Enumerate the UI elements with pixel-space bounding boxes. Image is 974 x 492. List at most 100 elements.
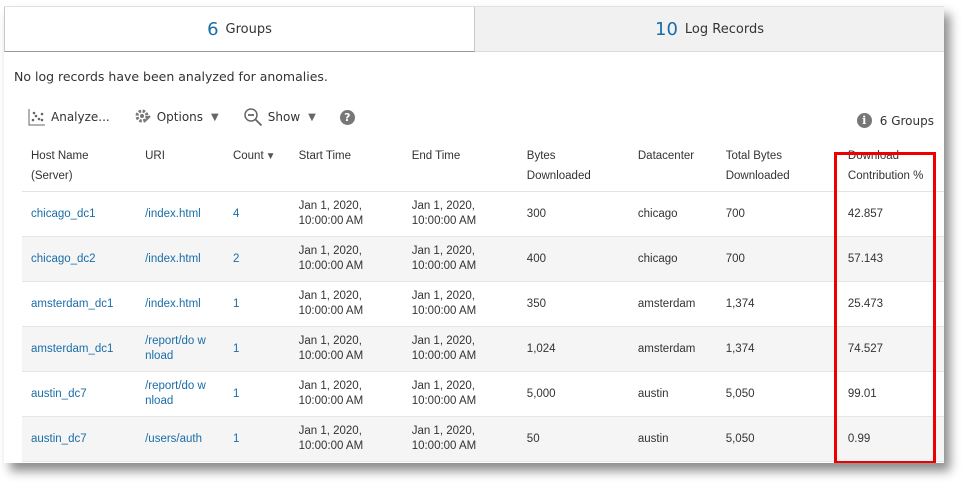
table-cell: 1 xyxy=(223,326,290,372)
column-header[interactable]: Download Contribution % xyxy=(838,146,944,192)
host-link[interactable]: amsterdam_dc1 xyxy=(31,342,114,355)
log-records-count: 10 xyxy=(655,18,678,40)
table-cell: chicago_dc1 xyxy=(22,191,137,237)
zoom-out-icon xyxy=(244,108,262,127)
end-date: Jan 1, 2020, xyxy=(411,245,475,257)
table-row[interactable]: austin_dc7/report/do wnload 1 Jan 1, 2020,… xyxy=(22,371,944,417)
column-header[interactable]: URI xyxy=(136,146,224,192)
table-cell: /report/do wnload xyxy=(136,371,224,417)
host-link[interactable]: austin_dc7 xyxy=(31,387,87,400)
start-date: Jan 1, 2020, xyxy=(298,380,362,392)
bytes-downloaded: 400 xyxy=(526,252,546,265)
table-cell: 700 xyxy=(716,236,839,282)
analyze-button[interactable]: Analyze... xyxy=(28,108,110,126)
table-cell: amsterdam_dc1 xyxy=(22,281,137,327)
total-bytes: 700 xyxy=(725,252,745,265)
count-link[interactable]: 2 xyxy=(232,252,240,265)
table-cell: Jan 1, 2020, 10:00:00 AM xyxy=(402,416,518,462)
download-contribution: 57.143 xyxy=(847,252,884,265)
table-row[interactable]: amsterdam_dc1/report/do wnload 1 Jan 1, 20… xyxy=(22,326,944,372)
uri-link[interactable]: /index.html xyxy=(145,207,201,220)
show-button[interactable]: Show ▼ xyxy=(243,107,316,127)
column-header[interactable]: Datacenter xyxy=(628,146,717,192)
total-bytes: 700 xyxy=(725,207,745,220)
table-cell: 1 xyxy=(223,281,290,327)
column-header-label: URI xyxy=(145,150,165,162)
table-cell: 1,024 xyxy=(517,326,629,372)
column-header-label: Contribution % xyxy=(847,170,924,182)
column-header[interactable]: Total Bytes Downloaded xyxy=(716,146,839,192)
end-time: 10:00:00 AM xyxy=(411,350,477,362)
table-cell: Jan 1, 2020, 10:00:00 AM xyxy=(289,236,403,282)
uri-link[interactable]: /users/auth xyxy=(145,432,203,445)
table-cell: 2 xyxy=(223,236,290,282)
column-header[interactable]: Bytes Downloaded xyxy=(517,146,629,192)
start-time: 10:00:00 AM xyxy=(298,260,364,272)
end-time: 10:00:00 AM xyxy=(411,305,477,317)
end-date: Jan 1, 2020, xyxy=(411,380,475,392)
info-icon: i xyxy=(856,113,872,128)
table-cell: chicago xyxy=(628,236,717,282)
help-button[interactable]: ? xyxy=(339,109,363,125)
column-header[interactable]: End Time xyxy=(402,146,518,192)
table-row[interactable]: austin_dc7/users/auth 1 Jan 1, 2020, 10:00:… xyxy=(22,416,944,462)
column-header-label: End Time xyxy=(411,150,461,162)
column-header-label: Count xyxy=(232,150,264,162)
bytes-downloaded: 300 xyxy=(526,207,546,220)
uri-link[interactable]: /index.html xyxy=(145,252,201,265)
tab-groups[interactable]: 6 Groups xyxy=(4,7,475,52)
count-link[interactable]: 1 xyxy=(232,297,240,310)
start-time: 10:00:00 AM xyxy=(298,440,364,452)
table-row[interactable]: amsterdam_dc1/index.html 1 Jan 1, 2020, 10:… xyxy=(22,281,944,327)
host-link[interactable]: amsterdam_dc1 xyxy=(31,297,114,310)
column-header[interactable]: Start Time xyxy=(289,146,403,192)
sort-descending-icon[interactable]: ▼ xyxy=(265,151,276,162)
bytes-downloaded: 50 xyxy=(526,432,540,445)
start-time: 10:00:00 AM xyxy=(298,395,364,407)
column-header[interactable]: Count ▼ xyxy=(223,146,290,192)
table-cell: 99.01 xyxy=(838,371,944,417)
toolbar: Analyze... Options ▼ Show ▼ ? xyxy=(28,107,387,127)
options-button[interactable]: Options ▼ xyxy=(134,108,219,126)
column-header-label: Start Time xyxy=(298,150,351,162)
download-contribution: 74.527 xyxy=(847,342,884,355)
table-cell: 350 xyxy=(517,281,629,327)
column-header-label: Download xyxy=(847,150,900,162)
table-cell: 5,050 xyxy=(716,371,839,417)
end-time: 10:00:00 AM xyxy=(411,395,477,407)
start-time: 10:00:00 AM xyxy=(298,350,364,362)
table-cell: /index.html xyxy=(136,236,224,282)
datacenter: chicago xyxy=(637,207,678,220)
gear-icon xyxy=(135,109,151,123)
table-row[interactable]: chicago_dc2/index.html 2 Jan 1, 2020, 10:00… xyxy=(22,236,944,282)
groups-count: 6 xyxy=(207,18,219,40)
host-link[interactable]: chicago_dc2 xyxy=(31,252,96,265)
datacenter: chicago xyxy=(637,252,678,265)
column-header-label: Total Bytes xyxy=(725,150,782,162)
download-contribution: 42.857 xyxy=(847,207,884,220)
uri-link[interactable]: /report/do wnload xyxy=(145,335,206,362)
count-link[interactable]: 1 xyxy=(232,387,240,400)
table-cell: 5,050 xyxy=(716,416,839,462)
uri-link[interactable]: /report/do wnload xyxy=(145,380,206,407)
table-cell: 1 xyxy=(223,371,290,417)
total-bytes: 5,050 xyxy=(725,387,755,400)
table-cell: 25.473 xyxy=(838,281,944,327)
tab-label: Log Records xyxy=(684,21,764,37)
column-header[interactable]: Host Name (Server) xyxy=(22,146,137,192)
count-link[interactable]: 4 xyxy=(232,207,240,220)
table-cell: Jan 1, 2020, 10:00:00 AM xyxy=(402,191,518,237)
options-label: Options xyxy=(156,110,204,124)
count-link[interactable]: 1 xyxy=(232,342,240,355)
chevron-down-icon: ▼ xyxy=(308,111,316,123)
table-cell: austin xyxy=(628,416,717,462)
uri-link[interactable]: /index.html xyxy=(145,297,201,310)
host-link[interactable]: austin_dc7 xyxy=(31,432,87,445)
count-link[interactable]: 1 xyxy=(232,432,240,445)
datacenter: austin xyxy=(637,387,669,400)
start-time: 10:00:00 AM xyxy=(298,305,364,317)
tab-log-records[interactable]: 10 Log Records xyxy=(475,7,944,52)
groups-summary: i 6 Groups xyxy=(856,113,934,128)
host-link[interactable]: chicago_dc1 xyxy=(31,207,96,220)
table-row[interactable]: chicago_dc1/index.html 4 Jan 1, 2020, 10:00… xyxy=(22,191,944,237)
